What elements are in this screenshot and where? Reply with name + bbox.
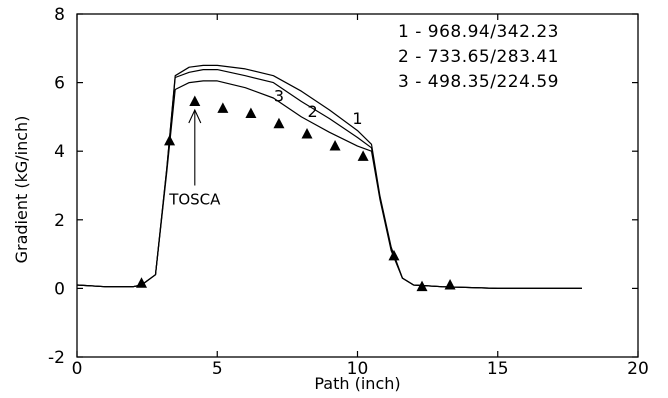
x-axis-title: Path (inch) (314, 374, 400, 393)
data-point-triangle (217, 102, 229, 113)
annotation-arrow-head (188, 108, 202, 124)
data-point-triangle (301, 128, 313, 139)
curve-label-1: 1 (352, 109, 362, 128)
y-tick-label: -2 (48, 348, 65, 368)
series-line-3 (76, 80, 582, 289)
x-tick-label: 5 (212, 359, 223, 379)
data-point-triangle (245, 107, 257, 118)
data-point-triangle (416, 280, 428, 292)
x-tick-label: 20 (627, 359, 649, 379)
curve-label-2: 2 (308, 102, 318, 121)
curve-label-3: 3 (274, 86, 284, 105)
y-tick-label: 4 (54, 142, 65, 162)
annotation-label: TOSCA (168, 190, 221, 208)
series-line-2 (76, 68, 582, 289)
data-point-triangle (444, 278, 456, 290)
x-tick-label: 0 (72, 359, 83, 379)
legend-entry: 2 - 733.65/283.41 (398, 47, 559, 67)
legend: 1 - 968.94/342.23 2 - 733.65/283.41 3 - 49… (398, 22, 559, 92)
data-point-triangle (136, 277, 148, 288)
y-tick-label: 8 (54, 5, 65, 25)
y-axis-title: Gradient (kG/inch) (12, 116, 31, 264)
y-tick-label: 0 (54, 279, 65, 299)
data-point-triangle (189, 95, 201, 106)
legend-entry: 1 - 968.94/342.23 (398, 22, 559, 42)
legend-entry: 3 - 498.35/224.59 (398, 72, 559, 92)
data-point-triangle (164, 134, 176, 146)
data-point-triangle (273, 117, 285, 129)
y-tick-label: 2 (54, 211, 65, 231)
x-tick-label: 10 (347, 359, 369, 379)
data-point-triangle (329, 140, 341, 151)
series-line-1 (76, 64, 582, 289)
x-tick-label: 15 (487, 359, 509, 379)
y-tick-label: 6 (54, 74, 65, 94)
data-point-triangle (357, 150, 369, 161)
data-point-triangle (388, 249, 400, 261)
